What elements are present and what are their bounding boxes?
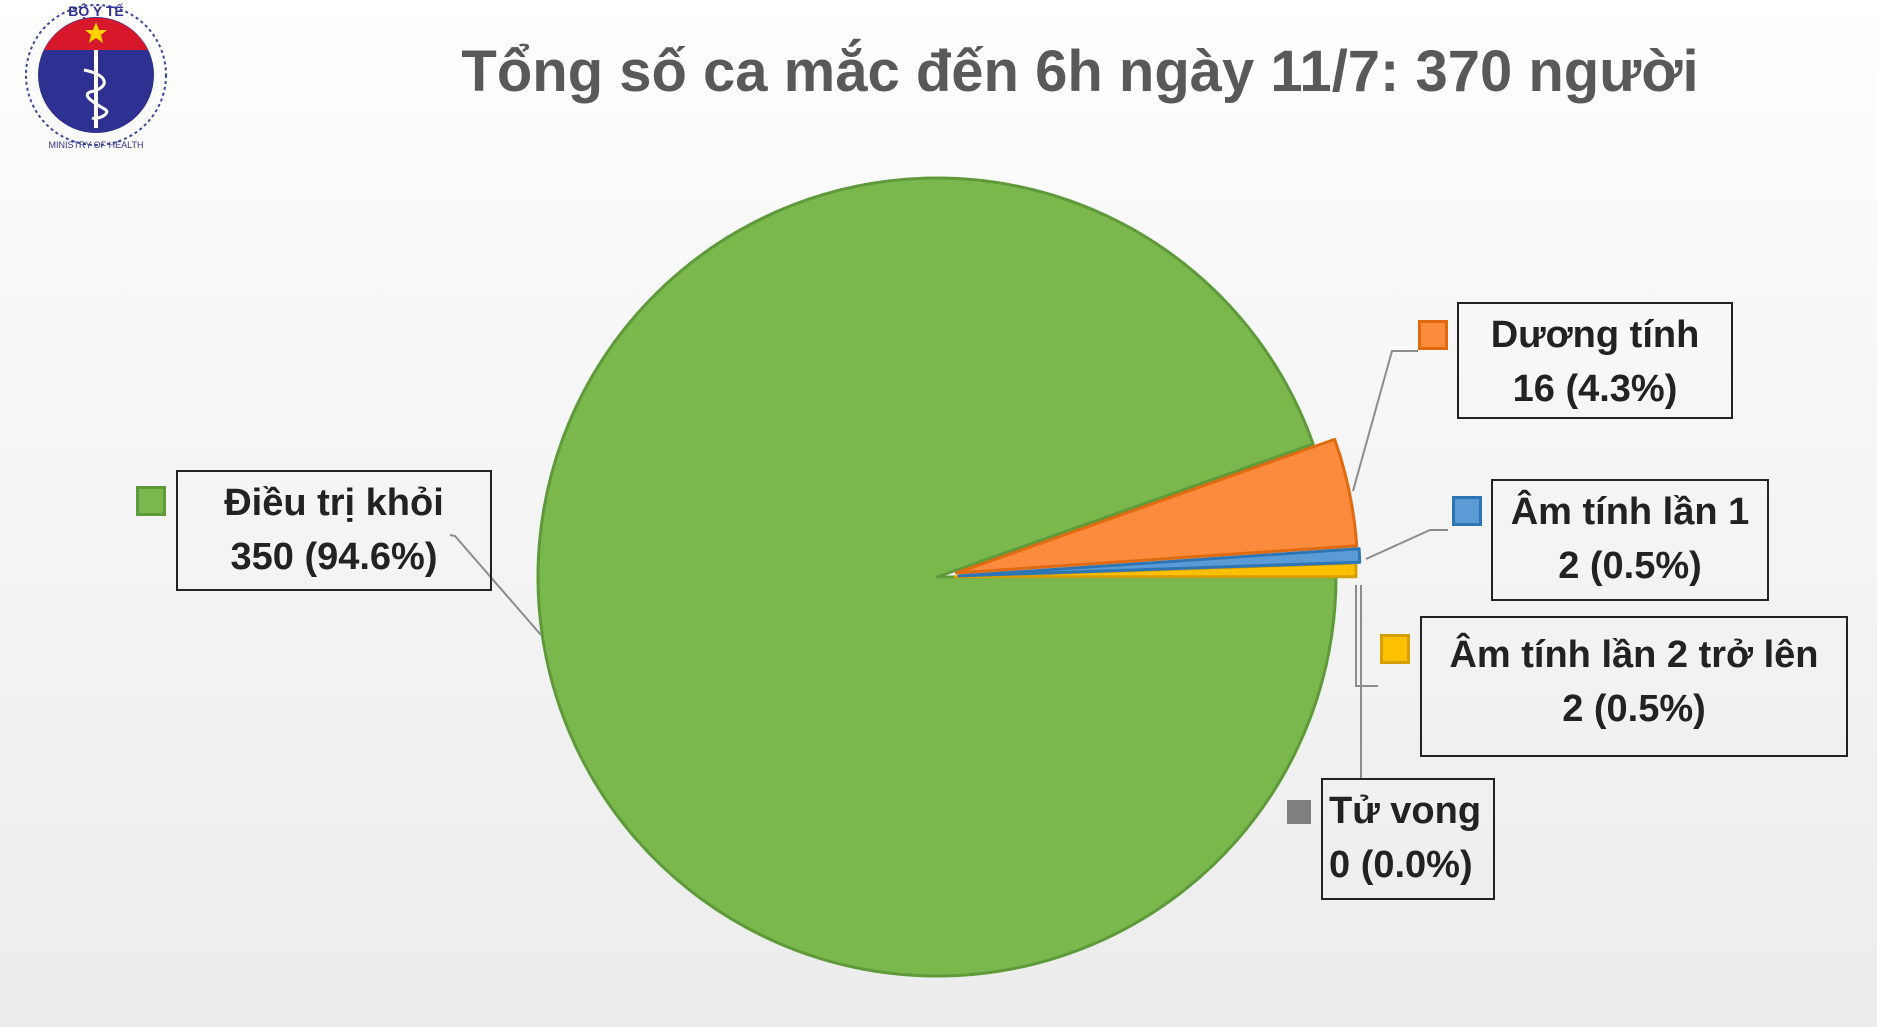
label-name: Âm tính lần 1 [1510,491,1750,533]
leader-line-duong-tinh [1352,350,1418,492]
star-icon [85,22,107,43]
label-value: 2 (0.5%) [1562,688,1706,730]
data-label-dieu-tri-khoi: Điều trị khỏi 350 (94.6%) [176,470,492,591]
logo-top-text: BỘ Y TẾ [68,2,124,19]
logo: BỘ Y TẾ MINISTRY OF HEALTH [25,2,167,150]
legend-marker-duong-tinh [1418,320,1448,350]
logo-bottom-text: MINISTRY OF HEALTH [48,140,143,150]
leader-line-am-tinh-lan-2 [1355,585,1378,687]
legend-marker-dieu-tri-khoi [136,486,166,516]
leader-lines [449,350,1448,778]
data-label-duong-tinh: Dương tính 16 (4.3%) [1457,302,1733,419]
label-name: Điều trị khỏi [224,482,444,524]
label-name: Tử vong [1329,790,1482,832]
legend-marker-am-tinh-lan-2 [1380,634,1410,664]
leader-line-am-tinh-lan-1 [1365,529,1448,560]
legend-marker-am-tinh-lan-1 [1452,496,1482,526]
label-value: 0 (0.0%) [1329,844,1473,886]
data-label-am-tinh-lan-1: Âm tính lần 1 2 (0.5%) [1491,479,1769,601]
legend-marker-tu-vong [1287,800,1311,824]
label-name: Âm tính lần 2 trở lên [1449,634,1819,676]
label-value: 350 (94.6%) [230,536,438,578]
label-name: Dương tính [1490,314,1700,356]
label-value: 16 (4.3%) [1512,368,1678,410]
label-value: 2 (0.5%) [1558,545,1702,587]
leader-line-dieu-tri-khoi [449,534,542,636]
chart-title: Tổng số ca mắc đến 6h ngày 11/7: 370 ngư… [461,39,1699,104]
data-label-tu-vong: Tử vong 0 (0.0%) [1321,778,1495,900]
data-label-am-tinh-lan-2: Âm tính lần 2 trở lên 2 (0.5%) [1420,616,1848,757]
pie-slice-âm-tính-lần-1 [957,547,1362,578]
pie-slice-điều-trị-khỏi [536,176,1338,978]
pie-slice-dương-tính [955,437,1359,575]
